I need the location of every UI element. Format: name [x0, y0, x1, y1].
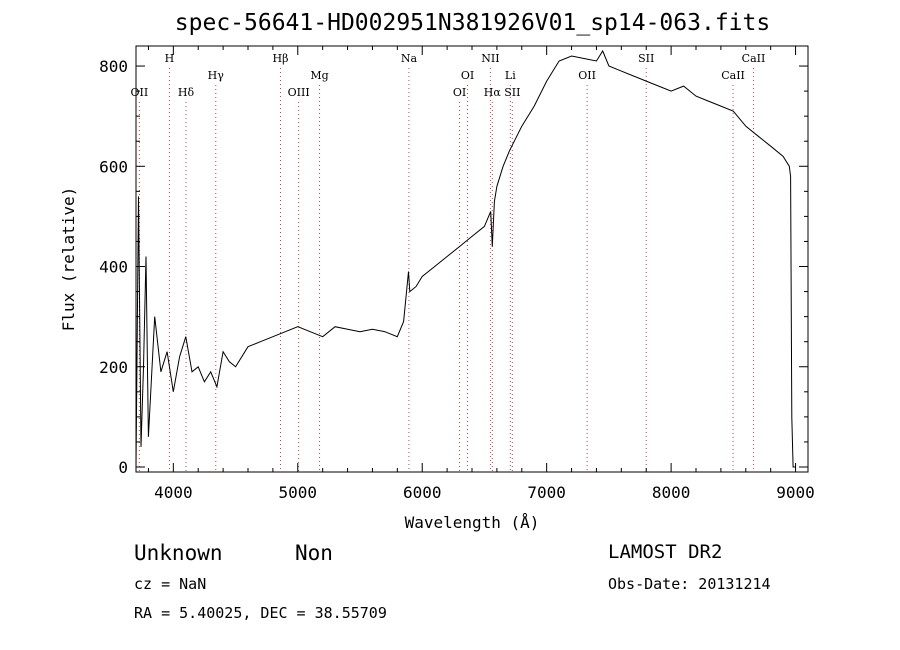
- x-tick-label: 7000: [527, 483, 566, 502]
- y-tick-label: 200: [99, 358, 128, 377]
- survey-label: LAMOST DR2: [608, 541, 723, 563]
- line-label-2: Hδ: [178, 86, 195, 99]
- axis-ticks: 4000 5000 6000 7000 8000 9000 0 200 400 600 800: [99, 46, 815, 502]
- line-label-17: CaII: [742, 52, 766, 65]
- plot-frame: [135, 45, 809, 473]
- x-tick-label: 4000: [154, 483, 193, 502]
- line-label-9: OI: [461, 69, 474, 82]
- y-tick-label: 800: [99, 57, 128, 76]
- x-axis-label: Wavelength (Å): [405, 513, 540, 532]
- y-tick-label: 0: [118, 458, 128, 477]
- x-tick-label: 5000: [279, 483, 318, 502]
- line-label-0: OII: [131, 86, 149, 99]
- coordinates-readout: RA = 5.40025, DEC = 38.55709: [134, 604, 387, 622]
- redshift-readout: cz = NaN: [134, 575, 207, 593]
- line-label-14: OII: [578, 69, 596, 82]
- x-tick-label: 6000: [403, 483, 442, 502]
- x-tick-label: 8000: [652, 483, 691, 502]
- line-label-5: OIII: [288, 86, 310, 99]
- observation-date: Obs-Date: 20131214: [608, 575, 771, 593]
- spectrum-series-line: [135, 49, 796, 468]
- line-label-16: CaII: [721, 69, 745, 82]
- emission-line-markers: [138, 68, 754, 472]
- line-label-13: SII: [504, 86, 520, 99]
- line-label-6: Mg: [310, 69, 328, 82]
- line-label-3: Hγ: [208, 69, 225, 82]
- x-tick-label: 9000: [776, 483, 815, 502]
- y-tick-label: 400: [99, 258, 128, 277]
- line-label-11: Hα: [484, 86, 502, 99]
- line-label-7: Na: [401, 52, 418, 65]
- y-tick-label: 600: [99, 157, 128, 176]
- line-label-8: OI: [453, 86, 466, 99]
- line-label-1: H: [165, 52, 175, 65]
- line-label-4: Hβ: [273, 52, 289, 65]
- classification-label: Unknown: [134, 541, 223, 565]
- subclass-label: Non: [295, 541, 333, 565]
- chart-title: spec-56641-HD002951N381926V01_sp14-063.f…: [174, 10, 771, 36]
- y-axis-label: Flux (relative): [59, 187, 78, 332]
- line-label-12: Li: [505, 69, 516, 82]
- line-label-15: SII: [638, 52, 654, 65]
- line-label-10: NII: [481, 52, 499, 65]
